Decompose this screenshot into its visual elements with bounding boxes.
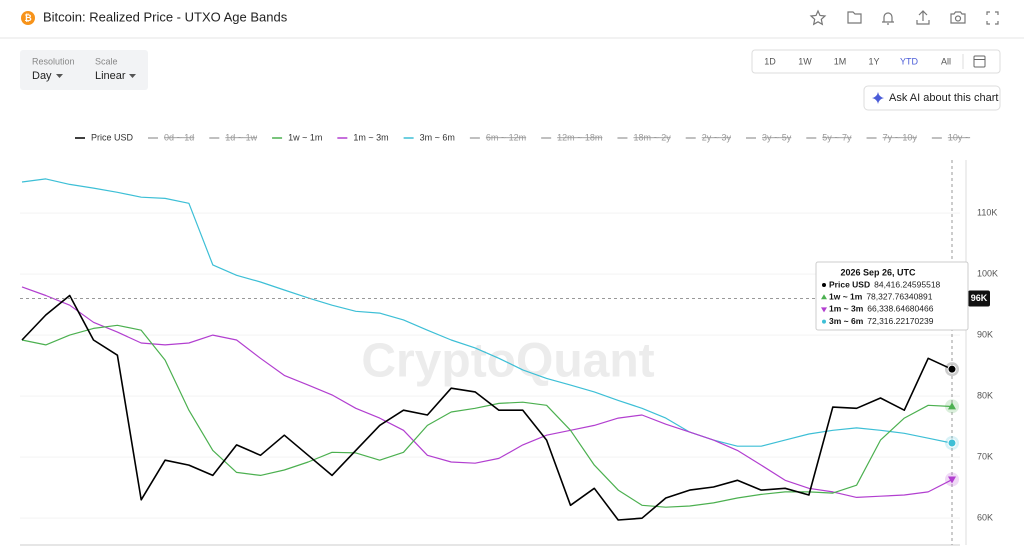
tooltip-symbol <box>822 319 826 324</box>
tooltip-date: 2026 Sep 26, UTC <box>840 267 916 277</box>
legend-entry[interactable]: 3y ~ 5y <box>746 132 792 142</box>
series-line <box>21 294 953 521</box>
legend-label: 7y ~ 10y <box>883 132 918 142</box>
crosshair-label: 96K <box>971 293 988 303</box>
series-line <box>21 178 953 447</box>
legend-entry[interactable]: 12m ~ 18m <box>541 132 602 142</box>
legend-label: 18m ~ 2y <box>633 132 671 142</box>
crosshair-badge <box>968 290 990 307</box>
bitcoin-icon <box>21 11 35 25</box>
ask-ai-text[interactable]: Ask AI about this chart <box>889 92 998 104</box>
dropdown-arrow <box>56 74 63 78</box>
legend-entry[interactable]: 1m ~ 3m <box>337 132 389 142</box>
dropdown-arrow <box>129 74 136 78</box>
calendar-icon[interactable] <box>973 55 986 68</box>
legend-label: 6m ~ 12m <box>486 132 526 142</box>
toolbar[interactable] <box>809 9 999 26</box>
tooltip-value: 72,316.22170239 <box>867 316 933 326</box>
range-button[interactable]: All <box>941 56 951 66</box>
page-title: Bitcoin: Realized Price - UTXO Age Bands <box>43 9 288 24</box>
tooltip-symbol <box>822 283 826 287</box>
legend-entry[interactable]: 6m ~ 12m <box>469 132 526 142</box>
fullscreen-icon[interactable] <box>986 11 999 25</box>
tooltip-series: Price USD <box>829 279 870 289</box>
range-button[interactable]: 1D <box>764 56 776 66</box>
legend-entry[interactable]: 5y ~ 7y <box>806 132 852 142</box>
legend-entry[interactable]: 2y ~ 3y <box>685 132 732 142</box>
range-box <box>751 49 1001 74</box>
legend-label: 3y ~ 5y <box>762 132 792 142</box>
range-button[interactable]: 1M <box>834 56 847 66</box>
y-tick-label: 110K <box>977 207 997 217</box>
legend-entry[interactable]: 3m ~ 6m <box>403 132 455 142</box>
camera-icon[interactable] <box>950 11 966 24</box>
camera-lens[interactable] <box>954 15 962 22</box>
resolution-label: Resolution <box>32 56 75 66</box>
tooltip-series: 1w ~ 1m <box>829 291 863 301</box>
legend-label: 2y ~ 3y <box>702 132 732 142</box>
end-marker <box>948 476 956 484</box>
share-icon[interactable] <box>916 10 930 25</box>
y-tick-label: 80K <box>977 391 993 401</box>
series-line <box>21 286 953 498</box>
legend-entry[interactable]: 1w ~ 1m <box>272 132 322 142</box>
range-button[interactable]: 1Y <box>868 56 879 66</box>
legend-label: Price USD <box>91 132 134 142</box>
legend-entry[interactable]: 18m ~ 2y <box>617 132 671 142</box>
legend-label: 10y ~ <box>948 132 970 142</box>
folder-icon[interactable] <box>847 11 862 24</box>
tooltip-symbol <box>821 307 827 313</box>
end-marker <box>947 364 957 374</box>
watermark: CryptoQuant <box>361 335 654 388</box>
scale-label: Scale <box>95 56 118 66</box>
controls-box <box>20 50 148 90</box>
star-icon[interactable] <box>809 9 827 26</box>
legend-label: 12m ~ 18m <box>557 132 602 142</box>
legend-entry[interactable]: Price USD <box>75 132 134 142</box>
bitcoin-glyph: ₿ <box>24 13 31 23</box>
legend-entry[interactable]: 10y ~ <box>931 132 970 142</box>
range-button[interactable]: 1W <box>798 56 812 66</box>
range-button[interactable]: YTD <box>900 56 919 66</box>
legend-label: 3m ~ 6m <box>420 132 455 142</box>
tooltip-value: 78,327.76340891 <box>866 291 932 301</box>
ask-ai-button[interactable] <box>863 85 1001 111</box>
tooltip-box <box>815 261 969 331</box>
legend-entry[interactable]: 1d ~ 1w <box>209 132 258 142</box>
end-marker <box>947 438 957 448</box>
legend-entry[interactable]: 0d ~ 1d <box>148 132 194 142</box>
resolution-value[interactable]: Day <box>32 70 52 82</box>
tooltip-symbol <box>821 294 827 300</box>
legend-label: 5y ~ 7y <box>822 132 852 142</box>
tooltip-series: 1m ~ 3m <box>829 304 864 314</box>
legend-label: 1d ~ 1w <box>225 132 257 142</box>
ai-icon <box>872 92 884 104</box>
tooltip-value: 66,338.64680466 <box>867 304 933 314</box>
scale-value[interactable]: Linear <box>95 70 126 82</box>
y-tick-label: 60K <box>977 513 993 523</box>
legend-entry[interactable]: 7y ~ 10y <box>866 132 918 142</box>
tooltip-value: 84,416.24595518 <box>874 279 940 289</box>
legend-label: 1w ~ 1m <box>288 132 322 142</box>
legend-label: 1m ~ 3m <box>353 132 388 142</box>
legend-label: 0d ~ 1d <box>164 132 194 142</box>
bell-icon[interactable] <box>882 12 894 25</box>
y-tick-label: 70K <box>977 452 993 462</box>
y-tick-label: 100K <box>977 268 998 278</box>
y-tick-label: 90K <box>977 329 993 339</box>
tooltip-series: 3m ~ 6m <box>829 316 864 326</box>
end-marker <box>948 402 956 410</box>
